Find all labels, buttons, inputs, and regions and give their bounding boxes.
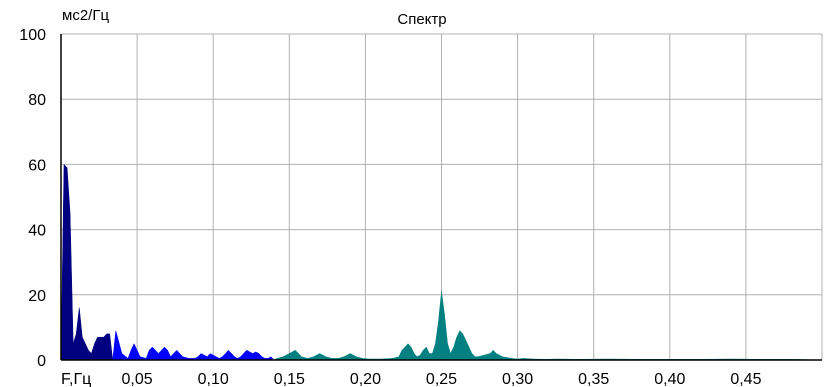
x-tick-label: 0,45 [730, 371, 761, 387]
y-tick-label: 0 [37, 353, 46, 370]
x-axis-label: F,Гц [61, 371, 91, 387]
spectrum-band-1 [60, 163, 113, 361]
x-tick-label: 0,30 [502, 371, 533, 387]
x-tick-label: 0,05 [122, 371, 153, 387]
x-tick-label: 0,15 [274, 371, 305, 387]
spectrum-band-2 [112, 330, 275, 361]
x-tick-label: 0,10 [198, 371, 229, 387]
y-tick-labels: 0 20 40 60 80 100 [19, 27, 46, 370]
spectrum-band-3 [273, 291, 823, 361]
y-axis-label: мс2/Гц [62, 7, 109, 24]
x-tick-label: 0,20 [350, 371, 381, 387]
axes [60, 34, 822, 361]
y-tick-label: 20 [28, 288, 46, 305]
y-tick-label: 60 [28, 157, 46, 174]
chart-title: Спектр [397, 11, 446, 28]
y-tick-label: 100 [19, 27, 46, 44]
x-tick-labels: 0,05 0,10 0,15 0,20 0,25 0,30 0,35 0,40 0,45 [122, 371, 762, 387]
x-tick-label: 0,35 [578, 371, 609, 387]
x-tick-label: 0,40 [654, 371, 685, 387]
y-tick-label: 80 [28, 92, 46, 109]
y-tick-label: 40 [28, 223, 46, 240]
x-tick-label: 0,25 [426, 371, 457, 387]
